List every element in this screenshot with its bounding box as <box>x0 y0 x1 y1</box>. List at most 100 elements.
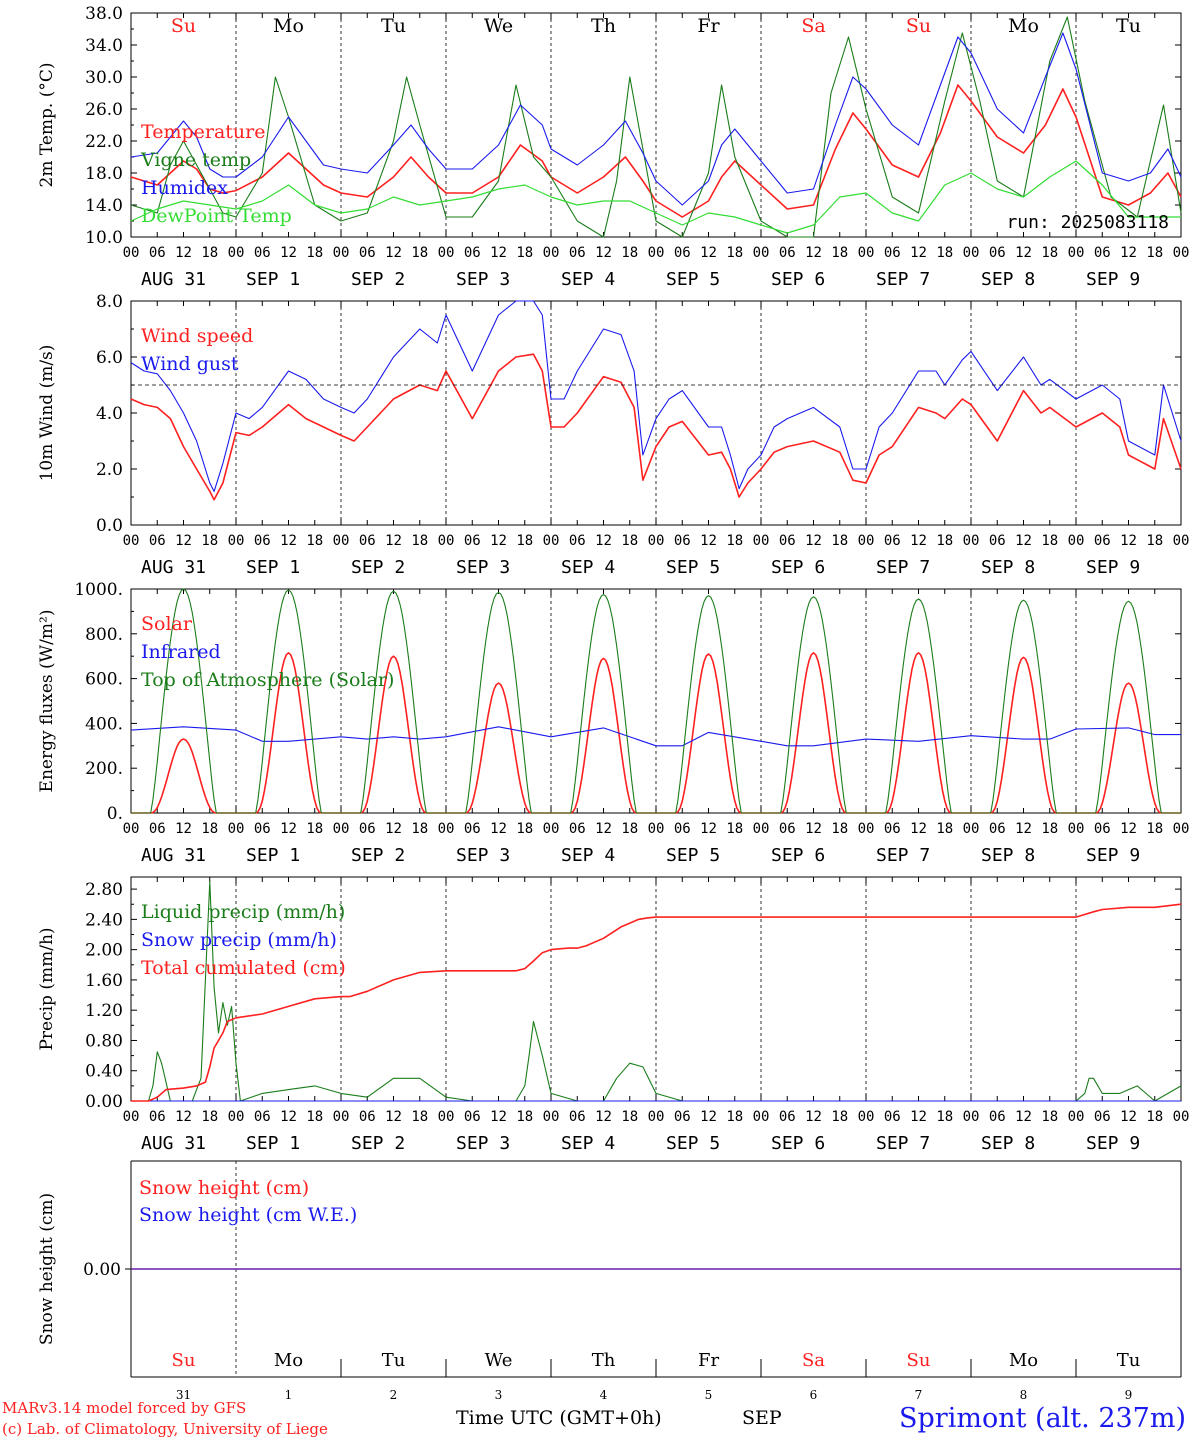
day-name: Su <box>907 1350 931 1371</box>
hour-label: 00 <box>648 821 665 837</box>
y-tick-label: 0.0 <box>96 516 123 536</box>
hour-label: 18 <box>516 1109 533 1125</box>
hour-label: 00 <box>1068 821 1085 837</box>
day-name: Mo <box>274 1350 303 1371</box>
hour-label: 12 <box>805 821 822 837</box>
hour-label: 06 <box>1094 533 1111 549</box>
hour-label: 00 <box>543 821 560 837</box>
hour-label: 00 <box>543 1109 560 1125</box>
date-label: AUG 31 <box>141 845 206 866</box>
hour-label: 18 <box>306 1109 323 1125</box>
day-name: Tu <box>1116 15 1141 37</box>
hour-label: 12 <box>910 821 927 837</box>
hour-label: 18 <box>1146 1109 1163 1125</box>
date-label: SEP 8 <box>981 269 1035 290</box>
day-name: Su <box>171 15 196 37</box>
date-label: SEP 9 <box>1086 269 1140 290</box>
day-name: Th <box>592 1350 616 1371</box>
temperature-frame <box>130 12 1182 238</box>
day-name: Su <box>906 15 931 37</box>
legend-entry: Humidex <box>141 177 228 199</box>
wind-frame <box>130 300 1182 526</box>
y-tick-label: 18.0 <box>85 164 123 184</box>
hour-label: 18 <box>726 533 743 549</box>
date-label: SEP 8 <box>981 557 1035 578</box>
hour-label: 12 <box>385 821 402 837</box>
station-title: Sprimont (alt. 237m) <box>899 1403 1186 1434</box>
hour-label: 06 <box>674 533 691 549</box>
series-line-total-cumulated-cm- <box>131 903 1182 1102</box>
hour-label: 00 <box>753 245 770 261</box>
hour-label: 12 <box>805 1109 822 1125</box>
hour-label: 00 <box>963 821 980 837</box>
hour-label: 00 <box>858 245 875 261</box>
hour-label: 00 <box>1173 1109 1190 1125</box>
hour-label: 12 <box>490 533 507 549</box>
y-tick-label: 2.0 <box>96 460 123 480</box>
date-label: SEP 2 <box>351 269 405 290</box>
date-label: SEP 9 <box>1086 557 1140 578</box>
hour-label: 12 <box>280 1109 297 1125</box>
day-name: Sa <box>801 15 825 37</box>
hour-label: 18 <box>201 1109 218 1125</box>
hour-label: 18 <box>516 245 533 261</box>
hour-label: 00 <box>1068 245 1085 261</box>
hour-label: 06 <box>149 821 166 837</box>
hour-label: 18 <box>831 1109 848 1125</box>
hour-label: 06 <box>779 533 796 549</box>
y-tick-label: 600. <box>85 670 123 690</box>
hour-label: 18 <box>516 821 533 837</box>
hour-label: 00 <box>333 245 350 261</box>
legend-entry: Infrared <box>141 641 221 663</box>
day-number: 1 <box>285 1388 293 1402</box>
day-name: Th <box>591 15 616 37</box>
day-number: 5 <box>705 1388 713 1402</box>
hour-label: 18 <box>411 1109 428 1125</box>
hour-label: 12 <box>805 533 822 549</box>
date-label: SEP 5 <box>666 845 720 866</box>
hour-label: 12 <box>490 245 507 261</box>
energy-panel <box>130 588 1182 814</box>
hour-label: 18 <box>621 821 638 837</box>
y-tick-label: 1.60 <box>85 971 123 991</box>
y-tick-label: 6.0 <box>96 348 123 368</box>
hour-label: 12 <box>280 245 297 261</box>
date-label: SEP 1 <box>246 557 300 578</box>
hour-label: 18 <box>411 821 428 837</box>
hour-label: 00 <box>123 245 140 261</box>
legend-entry: Total cumulated (cm) <box>141 957 346 979</box>
day-name: Mo <box>1009 1350 1038 1371</box>
hour-label: 06 <box>149 245 166 261</box>
y-tick-label: 1.20 <box>85 1001 123 1021</box>
date-label: SEP 8 <box>981 845 1035 866</box>
hour-label: 06 <box>359 245 376 261</box>
hour-label: 18 <box>831 245 848 261</box>
legend-entry: Vigne temp <box>140 149 251 171</box>
date-label: AUG 31 <box>141 1133 206 1154</box>
hour-label: 12 <box>1015 245 1032 261</box>
y-tick-label: 0.00 <box>85 1092 123 1112</box>
date-label: SEP 6 <box>771 269 825 290</box>
precip-series-group <box>131 880 1182 1102</box>
series-line-humidex <box>130 32 1182 206</box>
hour-label: 12 <box>595 1109 612 1125</box>
energy-frame <box>130 588 1182 814</box>
hour-label: 06 <box>884 245 901 261</box>
y-tick-label: 0.00 <box>83 1260 121 1280</box>
series-line-temperature <box>130 84 1182 218</box>
hour-label: 18 <box>306 245 323 261</box>
hour-label: 18 <box>831 821 848 837</box>
day-name: Sa <box>802 1350 825 1371</box>
hour-label: 12 <box>700 1109 717 1125</box>
y-tick-label: 30.0 <box>85 68 123 88</box>
hour-label: 06 <box>569 245 586 261</box>
hour-label: 12 <box>700 533 717 549</box>
hour-label: 06 <box>989 821 1006 837</box>
hour-label: 00 <box>543 533 560 549</box>
y-tick-label: 400. <box>85 714 123 734</box>
date-label: SEP 4 <box>561 1133 615 1154</box>
time-axis-title: Time UTC (GMT+0h) <box>456 1407 662 1429</box>
hour-label: 12 <box>595 821 612 837</box>
hour-label: 12 <box>385 245 402 261</box>
hour-label: 18 <box>1146 533 1163 549</box>
